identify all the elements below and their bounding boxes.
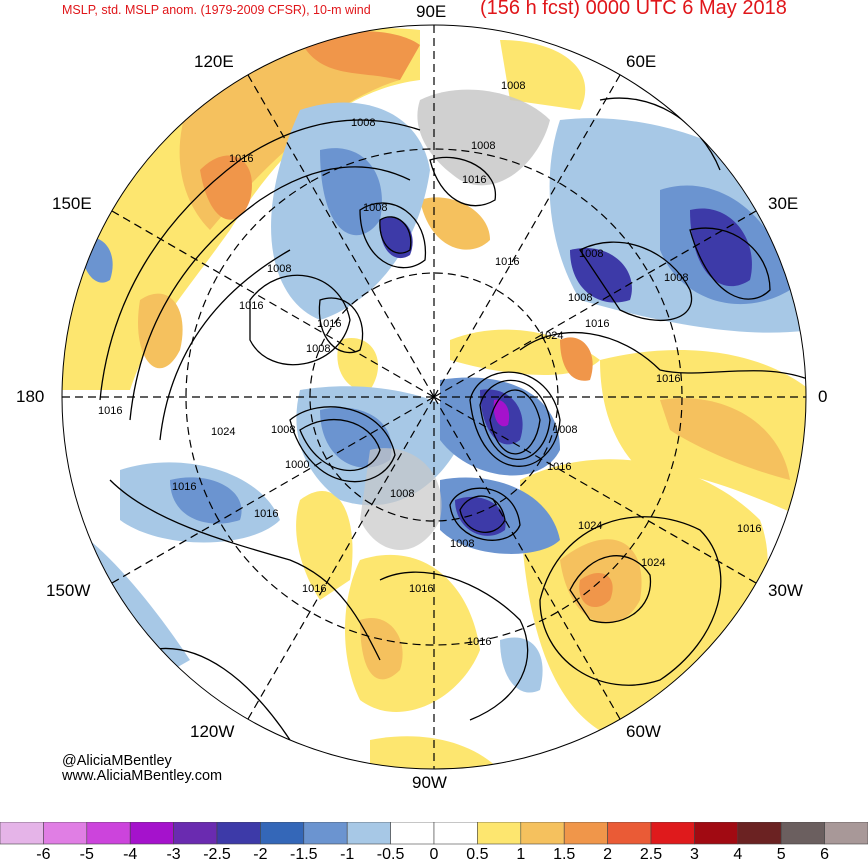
- colorbar-swatch: [563, 822, 608, 845]
- colorbar-swatch: [477, 822, 522, 845]
- colorbar-label: 1: [516, 846, 526, 863]
- isobar-label: 1008: [579, 248, 603, 260]
- colorbar-label: 1.5: [553, 846, 576, 863]
- graticule: [62, 25, 806, 769]
- colorbar-label: -4: [123, 846, 138, 863]
- isobar-label: 1016: [585, 318, 609, 330]
- isobar-label: 1008: [450, 538, 474, 550]
- isobar-label: 1016: [302, 583, 326, 595]
- isobar-label: 1024: [641, 557, 665, 569]
- colorbar-swatch: [216, 822, 261, 845]
- isobar-label: 1016: [495, 256, 519, 268]
- colorbar-label: 0.5: [466, 846, 489, 863]
- isobar-label: 1016: [229, 153, 253, 165]
- isobars: [99, 97, 806, 741]
- isobar-label: 1016: [409, 583, 433, 595]
- isobar-label: 1008: [306, 343, 330, 355]
- isobar-label: 1008: [568, 292, 592, 304]
- colorbar-label: 2.5: [639, 846, 663, 863]
- label-30w: 30W: [768, 581, 803, 600]
- isobar-label: 1016: [98, 405, 122, 417]
- colorbar-swatch: [260, 822, 305, 845]
- colorbar-swatch: [129, 822, 174, 845]
- colorbar-swatch: [0, 822, 44, 845]
- colorbar-label: -2: [253, 846, 268, 863]
- isobar-label: 1008: [267, 263, 291, 275]
- isobar-label: 1008: [351, 117, 375, 129]
- colorbar-swatch: [780, 822, 825, 845]
- colorbar-label: 2: [603, 846, 613, 863]
- label-90w: 90W: [412, 773, 447, 792]
- polar-map: 1008 1008 1008 1016 1016 1008 1016 1008 …: [61, 24, 807, 770]
- colorbar-label: -2.5: [203, 846, 231, 863]
- label-150w: 150W: [46, 581, 91, 600]
- label-120e: 120E: [194, 52, 234, 71]
- isobar-label: 1000: [285, 459, 309, 471]
- isobar-labels: 1008 1008 1008 1016 1016 1008 1016 1008 …: [98, 80, 761, 648]
- colorbar-swatch: [86, 822, 131, 845]
- label-30e: 30E: [768, 194, 799, 213]
- colorbar: [0, 822, 868, 845]
- isobar-label: 1016: [547, 461, 571, 473]
- isobar-label: 1008: [363, 202, 387, 214]
- isobar-label: 1016: [656, 373, 680, 385]
- colorbar-swatch: [650, 822, 695, 845]
- isobar-label: 1016: [254, 508, 278, 520]
- credit-handle: @AliciaMBentley: [62, 753, 172, 769]
- isobar-label: 1016: [239, 300, 263, 312]
- isobar-label: 1016: [172, 481, 196, 493]
- isobar-label: 1016: [467, 636, 491, 648]
- isobar-label: 1024: [211, 426, 235, 438]
- isobar-label: 1024: [578, 520, 602, 532]
- colorbar-swatch: [737, 822, 782, 845]
- isobar-label: 1008: [471, 140, 495, 152]
- isobar-label: 1008: [664, 272, 688, 284]
- map-subtitle: MSLP, std. MSLP anom. (1979-2009 CFSR), …: [62, 3, 371, 17]
- label-150e: 150E: [52, 194, 92, 213]
- label-0: 0: [818, 387, 828, 406]
- map-boundary: [61, 24, 807, 770]
- label-60w: 60W: [626, 722, 661, 741]
- colorbar-label: 0: [429, 846, 439, 863]
- colorbar-label: -1.5: [290, 846, 318, 863]
- colorbar-swatch: [607, 822, 652, 845]
- label-90e: 90E: [416, 2, 447, 21]
- colorbar-label: -1: [340, 846, 355, 863]
- colorbar-swatch: [390, 822, 435, 845]
- colorbar-swatch: [303, 822, 348, 845]
- label-180: 180: [16, 387, 45, 406]
- isobar-label: 1016: [462, 174, 486, 186]
- isobar-label: 1008: [271, 424, 295, 436]
- isobar-label: 1016: [317, 318, 341, 330]
- map-title: (156 h fcst) 0000 UTC 6 May 2018: [480, 0, 787, 19]
- colorbar-label: 4: [733, 846, 743, 863]
- colorbar-label: 6: [820, 846, 830, 863]
- label-120w: 120W: [190, 722, 235, 741]
- isobar-label: 1008: [501, 80, 525, 92]
- colorbar-label: 5: [776, 846, 786, 863]
- colorbar-swatch: [346, 822, 391, 845]
- isobar-label: 1016: [737, 523, 761, 535]
- isobar-label: 1008: [553, 424, 577, 436]
- isobar-label: 1024: [539, 330, 563, 342]
- colorbar-label: -5: [79, 846, 94, 863]
- colorbar-swatch: [520, 822, 565, 845]
- label-60e: 60E: [626, 52, 657, 71]
- colorbar-swatch: [433, 822, 478, 845]
- colorbar-swatch: [824, 822, 868, 845]
- colorbar-label: -6: [36, 846, 51, 863]
- colorbar-swatch: [694, 822, 739, 845]
- isobar-label: 1008: [390, 488, 414, 500]
- colorbar-label: 3: [689, 846, 699, 863]
- colorbar-swatch: [173, 822, 218, 845]
- colorbar-label: -0.5: [376, 846, 405, 863]
- credit-website: www.AliciaMBentley.com: [62, 768, 223, 784]
- colorbar-swatch: [43, 822, 88, 845]
- colorbar-label: -3: [166, 846, 181, 863]
